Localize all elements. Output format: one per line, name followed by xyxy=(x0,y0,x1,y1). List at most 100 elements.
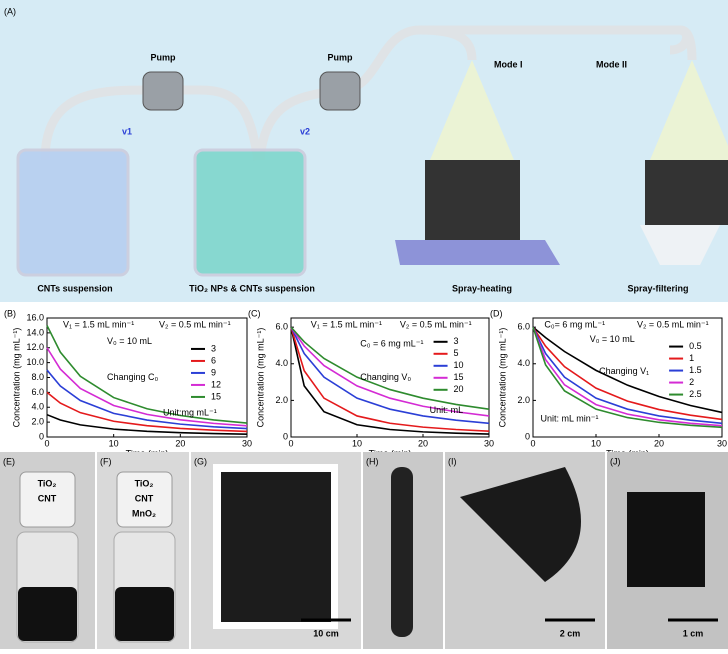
y-axis-title: Concentration (mg mL⁻¹) xyxy=(497,328,507,428)
pump xyxy=(319,71,361,111)
data-line xyxy=(46,391,248,433)
data-line xyxy=(532,326,723,427)
legend-label: 3 xyxy=(211,343,216,353)
panel-label: (B) xyxy=(4,308,16,318)
data-line xyxy=(290,326,490,425)
y-tick-label: 2.0 xyxy=(517,395,530,405)
y-tick-label: 8.0 xyxy=(31,372,44,382)
beaker xyxy=(193,148,307,277)
x-tick-label: 10 xyxy=(591,438,601,448)
x-tick-label: 10 xyxy=(109,438,119,448)
panel-label: (F) xyxy=(100,456,112,466)
vial-label: TiO₂ xyxy=(135,478,154,488)
legend-label: 15 xyxy=(454,372,464,382)
y-tick-label: 10.0 xyxy=(26,357,44,367)
annotation: V₂ = 0.5 mL min⁻¹ xyxy=(159,320,231,330)
y-tick-label: 2.0 xyxy=(275,395,288,405)
legend-label: 5 xyxy=(454,348,459,358)
vial-liquid xyxy=(18,587,77,641)
data-line xyxy=(532,326,723,414)
data-line xyxy=(532,326,723,425)
scale-label: 2 cm xyxy=(560,628,581,638)
legend-label: 3 xyxy=(454,336,459,346)
panel-label: (C) xyxy=(248,308,261,318)
y-tick-label: 4.0 xyxy=(31,402,44,412)
panel-label: (E) xyxy=(3,456,15,466)
filter-funnel xyxy=(640,225,720,265)
flow-label: v1 xyxy=(122,126,132,136)
y-axis-title: Concentration (mg mL⁻¹) xyxy=(255,328,265,428)
data-line xyxy=(532,326,723,429)
annotation: Changing C₀ xyxy=(107,372,159,382)
legend-label: 10 xyxy=(454,360,464,370)
x-tick-label: 0 xyxy=(288,438,293,448)
data-line xyxy=(46,347,248,427)
plot-frame xyxy=(532,317,723,438)
annotation: V₁ = 1.5 mL min⁻¹ xyxy=(311,320,382,330)
legend-label: 0.5 xyxy=(689,341,702,351)
hot-plate xyxy=(395,240,560,265)
vial-cap xyxy=(19,471,76,528)
y-tick-label: 16.0 xyxy=(26,312,44,322)
plot-frame xyxy=(290,317,490,438)
annotation: Changing V₀ xyxy=(360,372,411,382)
tube xyxy=(679,25,697,61)
legend-label: 2.5 xyxy=(689,389,702,399)
legend-label: 6 xyxy=(211,355,216,365)
bent-film xyxy=(460,467,581,582)
annotation: V₂ = 0.5 mL min⁻¹ xyxy=(637,320,709,330)
vial-label: MnO₂ xyxy=(132,508,156,518)
legend-label: 9 xyxy=(211,367,216,377)
annotation: Unit: mL xyxy=(430,405,464,415)
x-tick-label: 20 xyxy=(175,438,185,448)
y-tick-label: 6.0 xyxy=(31,387,44,397)
legend-label: 20 xyxy=(454,384,464,394)
mode-label: Mode II xyxy=(596,59,627,69)
y-tick-label: 14.0 xyxy=(26,327,44,337)
panel-label: (H) xyxy=(366,456,379,466)
legend-label: 1 xyxy=(689,353,694,363)
sponge xyxy=(645,160,728,225)
y-tick-label: 2.0 xyxy=(31,417,44,427)
y-tick-label: 0 xyxy=(283,431,288,441)
vial-label: CNT xyxy=(38,493,57,503)
flow-label: v2 xyxy=(300,126,310,136)
beaker-label: TiO₂ NPs & CNTs suspension xyxy=(189,283,315,293)
y-axis-title: Concentration (mg mL⁻¹) xyxy=(11,328,21,428)
data-line xyxy=(46,413,248,435)
pump-label: Pump xyxy=(327,52,353,62)
panel-label: (I) xyxy=(448,456,457,466)
legend-label: 1.5 xyxy=(689,365,702,375)
annotation: C₀= 6 mg mL⁻¹ xyxy=(544,320,605,330)
vial-label: TiO₂ xyxy=(38,478,57,488)
sponge xyxy=(425,160,520,240)
vial-label: CNT xyxy=(135,493,154,503)
mode-label: Mode I xyxy=(494,59,523,69)
y-tick-label: 12.0 xyxy=(26,342,44,352)
data-line xyxy=(290,326,490,432)
annotation: V₁ = 1.5 mL min⁻¹ xyxy=(63,320,134,330)
x-tick-label: 30 xyxy=(484,438,494,448)
y-tick-label: 6.0 xyxy=(275,322,288,332)
y-tick-label: 0 xyxy=(525,431,530,441)
x-tick-label: 0 xyxy=(44,438,49,448)
data-line xyxy=(532,326,723,421)
legend-label: 15 xyxy=(211,391,221,401)
electrode xyxy=(627,492,705,587)
annotation: Changing V₁ xyxy=(599,366,649,376)
y-tick-label: 4.0 xyxy=(517,358,530,368)
scale-label: 10 cm xyxy=(313,628,339,638)
spray xyxy=(650,60,728,160)
data-line xyxy=(290,326,490,410)
rolled-film xyxy=(391,467,413,637)
x-tick-label: 30 xyxy=(242,438,252,448)
pump xyxy=(142,71,184,111)
panel-label: (G) xyxy=(194,456,207,466)
x-tick-label: 20 xyxy=(654,438,664,448)
scale-label: 1 cm xyxy=(683,628,704,638)
annotation: C₀ = 6 mg mL⁻¹ xyxy=(360,339,423,349)
y-tick-label: 4.0 xyxy=(275,358,288,368)
y-tick-label: 0 xyxy=(39,431,44,441)
spray xyxy=(430,60,514,160)
